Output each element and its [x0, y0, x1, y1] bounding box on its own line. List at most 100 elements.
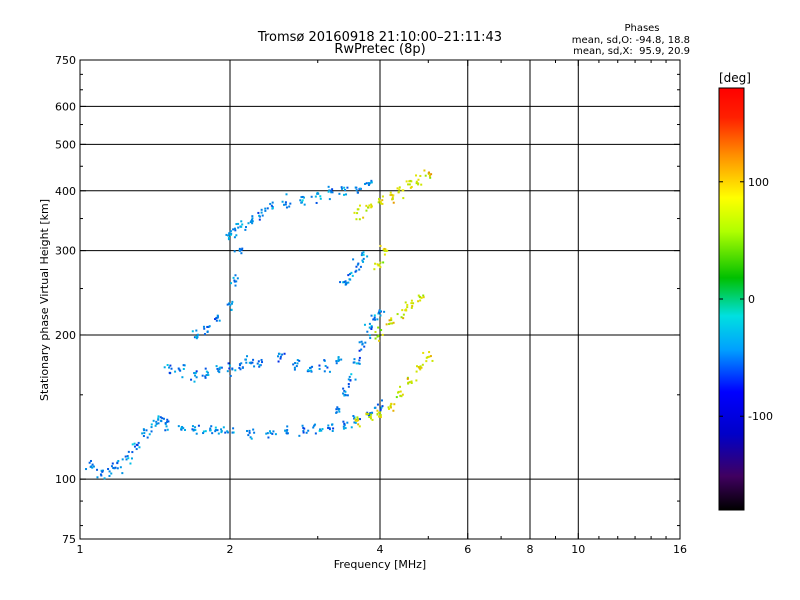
data-point-o [268, 430, 271, 433]
data-point-o [181, 376, 184, 379]
data-point-o [320, 429, 323, 432]
data-point-o [248, 429, 251, 432]
data-point-o [215, 319, 218, 322]
data-point-o [226, 430, 229, 433]
data-point-o [381, 405, 384, 408]
data-point-o [204, 430, 207, 433]
data-point-o [194, 372, 197, 375]
data-point-o [278, 352, 281, 355]
data-point-o [376, 403, 379, 406]
data-point-o [258, 214, 261, 217]
data-point-o [361, 343, 364, 346]
data-point-x [358, 204, 361, 207]
data-point-o [331, 191, 334, 194]
data-point-x [401, 393, 404, 396]
data-point-o [343, 280, 346, 283]
data-point-o [238, 247, 241, 250]
data-point-x [419, 299, 422, 302]
data-point-o [328, 427, 331, 430]
data-point-o [146, 436, 149, 439]
data-point-o [373, 316, 376, 319]
data-point-o [271, 432, 274, 435]
data-point-x [377, 411, 380, 414]
data-point-x [411, 305, 414, 308]
data-point-o [222, 426, 225, 429]
data-point-x [402, 317, 405, 320]
data-point-o [195, 337, 198, 340]
data-point-o [92, 465, 95, 468]
data-point-o [211, 432, 214, 435]
data-point-x [373, 268, 376, 271]
data-point-o [344, 427, 347, 430]
data-point-x [390, 319, 393, 322]
data-point-o [233, 279, 236, 282]
data-point-o [166, 420, 169, 423]
data-point-o [157, 415, 160, 418]
data-point-o [305, 431, 308, 434]
data-point-x [408, 183, 411, 186]
data-point-o [293, 366, 296, 369]
y-tick-label: 100 [55, 473, 76, 486]
data-point-o [365, 182, 368, 185]
data-point-o [284, 201, 287, 204]
data-point-o [285, 193, 288, 196]
data-point-o [252, 358, 255, 361]
data-point-o [369, 412, 372, 415]
data-point-o [182, 364, 185, 367]
data-point-x [379, 414, 382, 417]
data-point-o [350, 271, 353, 274]
data-point-o [281, 200, 284, 203]
data-point-o [315, 201, 318, 204]
data-point-o [358, 359, 361, 362]
data-point-o [270, 204, 273, 207]
data-point-o [167, 420, 170, 423]
data-point-x [410, 382, 413, 385]
data-point-o [217, 432, 220, 435]
data-point-o [356, 191, 359, 194]
data-point-o [100, 469, 103, 472]
data-point-o [344, 281, 347, 284]
data-point-o [231, 300, 234, 303]
y-tick-label: 750 [55, 54, 76, 67]
data-point-o [250, 220, 253, 223]
data-point-o [108, 470, 111, 473]
data-point-o [195, 329, 198, 332]
data-point-x [428, 171, 431, 174]
data-point-x [370, 413, 373, 416]
data-point-o [272, 430, 275, 433]
data-point-o [250, 437, 253, 440]
data-point-o [164, 429, 167, 432]
data-point-x [374, 337, 377, 340]
data-point-x [421, 363, 424, 366]
data-point-o [150, 426, 153, 429]
data-point-o [327, 424, 330, 427]
data-point-o [137, 441, 140, 444]
data-point-o [370, 327, 373, 330]
data-point-o [354, 270, 357, 273]
data-point-o [350, 426, 353, 429]
data-point-o [184, 428, 187, 431]
data-point-o [372, 318, 375, 321]
data-point-x [396, 391, 399, 394]
data-point-o [240, 362, 243, 365]
data-point-o [331, 188, 334, 191]
data-point-o [218, 368, 221, 371]
data-point-o [359, 265, 362, 268]
data-point-x [389, 194, 392, 197]
data-point-x [401, 309, 404, 312]
data-point-o [228, 364, 231, 367]
x-tick-label: 10 [571, 543, 585, 556]
data-point-o [216, 367, 219, 370]
data-point-x [400, 316, 403, 319]
data-point-o [335, 411, 338, 414]
data-point-o [202, 430, 205, 433]
data-point-x [357, 419, 360, 422]
data-point-o [277, 360, 280, 363]
data-point-o [240, 225, 243, 228]
data-point-x [422, 294, 425, 297]
data-point-o [298, 359, 301, 362]
data-point-o [362, 257, 365, 260]
data-point-x [379, 261, 382, 264]
data-point-o [248, 431, 251, 434]
data-point-o [336, 406, 339, 409]
